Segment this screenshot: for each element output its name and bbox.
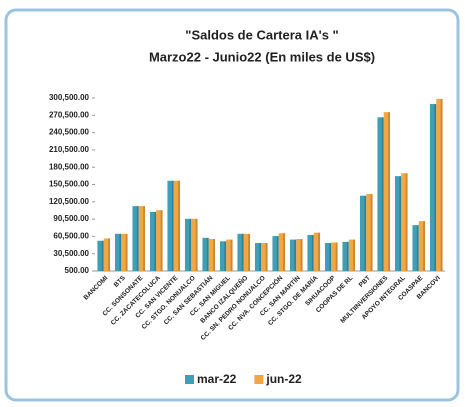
bar-shade xyxy=(195,218,198,271)
bar-shade xyxy=(101,240,104,271)
bar-shade xyxy=(294,239,297,271)
bar xyxy=(394,176,402,271)
bar xyxy=(243,233,251,271)
bar-shade xyxy=(143,206,146,271)
bar xyxy=(132,206,139,271)
bar-shade xyxy=(206,237,209,271)
y-tick-label: 30,500.00 xyxy=(53,249,89,258)
bar xyxy=(348,239,356,271)
bar xyxy=(173,180,181,271)
y-tick-label: 120,500.00 xyxy=(49,197,90,206)
bar xyxy=(313,232,321,271)
bar xyxy=(307,234,314,271)
bar xyxy=(114,233,122,271)
bar xyxy=(412,225,419,271)
bar xyxy=(191,218,198,271)
bar-shade xyxy=(154,211,157,271)
bar-shade xyxy=(353,239,356,271)
bar-shade xyxy=(224,241,227,271)
bar-shade xyxy=(364,195,367,271)
bar-shade xyxy=(248,233,251,271)
bar-shade xyxy=(265,243,268,271)
bar-shade xyxy=(399,176,402,271)
chart-frame xyxy=(4,8,460,402)
bar-shade xyxy=(171,180,174,271)
y-tick-label: 270,500.00 xyxy=(49,110,90,119)
y-tick-label: 500.00 xyxy=(65,266,90,275)
bar-shade xyxy=(423,221,426,271)
bar-shade xyxy=(108,238,111,271)
bar xyxy=(296,238,303,271)
bar xyxy=(184,218,192,271)
bar xyxy=(429,104,437,272)
y-tick-label: 210,500.00 xyxy=(49,145,90,154)
bar-shade xyxy=(259,243,262,271)
bar-shade xyxy=(230,239,233,271)
legend-swatch xyxy=(254,375,264,384)
bar xyxy=(401,173,408,271)
chart-subtitle: Marzo22 - Junio22 (En miles de US$) xyxy=(149,49,375,64)
y-tick-label: 300,500.00 xyxy=(49,93,90,102)
bar xyxy=(418,221,426,271)
bar-shade xyxy=(178,180,181,271)
bar-shade xyxy=(434,104,437,272)
chart-title: "Saldos de Cartera IA's " xyxy=(185,27,338,42)
bar xyxy=(97,240,104,271)
bar-shade xyxy=(276,236,279,271)
bar xyxy=(289,239,297,271)
bar-shade xyxy=(329,243,332,271)
y-tick-label: 180,500.00 xyxy=(49,162,90,171)
y-tick-label: 240,500.00 xyxy=(49,128,90,137)
bar-shade xyxy=(335,242,338,271)
bar-shade xyxy=(136,206,139,271)
bar xyxy=(366,194,373,271)
bar xyxy=(103,238,111,271)
bar-shade xyxy=(370,194,373,271)
bar-shade xyxy=(318,232,321,271)
bar xyxy=(436,98,443,272)
bar xyxy=(237,233,244,271)
bar xyxy=(219,241,227,271)
bar xyxy=(254,243,262,271)
bar-shade xyxy=(119,233,122,271)
bar-shade xyxy=(300,238,303,271)
bar-shade xyxy=(346,241,349,271)
bar xyxy=(208,238,216,271)
bar xyxy=(359,195,367,271)
bar xyxy=(383,112,391,272)
bar xyxy=(278,233,286,271)
bar xyxy=(272,236,279,271)
bar xyxy=(261,243,268,271)
y-tick-label: 90,500.00 xyxy=(53,214,89,223)
bar xyxy=(202,237,209,271)
bar-shade xyxy=(381,117,384,272)
bar xyxy=(149,211,157,271)
bar xyxy=(342,241,349,271)
bar-shade xyxy=(213,238,216,271)
legend-label: mar-22 xyxy=(197,372,237,386)
bar-shade xyxy=(283,233,286,271)
bar xyxy=(156,210,163,271)
bar-shade xyxy=(405,173,408,271)
bar xyxy=(138,206,146,271)
legend-swatch xyxy=(185,375,194,384)
legend-label: jun-22 xyxy=(265,372,302,386)
bar-shade xyxy=(416,225,419,271)
bar-shade xyxy=(388,112,391,272)
bar xyxy=(324,243,332,271)
bar-shade xyxy=(189,218,192,271)
bar xyxy=(121,233,128,271)
bar xyxy=(167,180,174,271)
bar xyxy=(331,242,338,271)
bar xyxy=(377,117,384,272)
y-tick-label: 150,500.00 xyxy=(49,180,90,189)
y-tick-label: 60,500.00 xyxy=(53,232,89,241)
bar xyxy=(226,239,233,271)
bar-shade xyxy=(311,234,314,271)
bar-shade xyxy=(125,233,128,271)
bar-shade xyxy=(160,210,163,271)
bar-shade xyxy=(241,233,244,271)
bar-shade xyxy=(440,98,443,272)
